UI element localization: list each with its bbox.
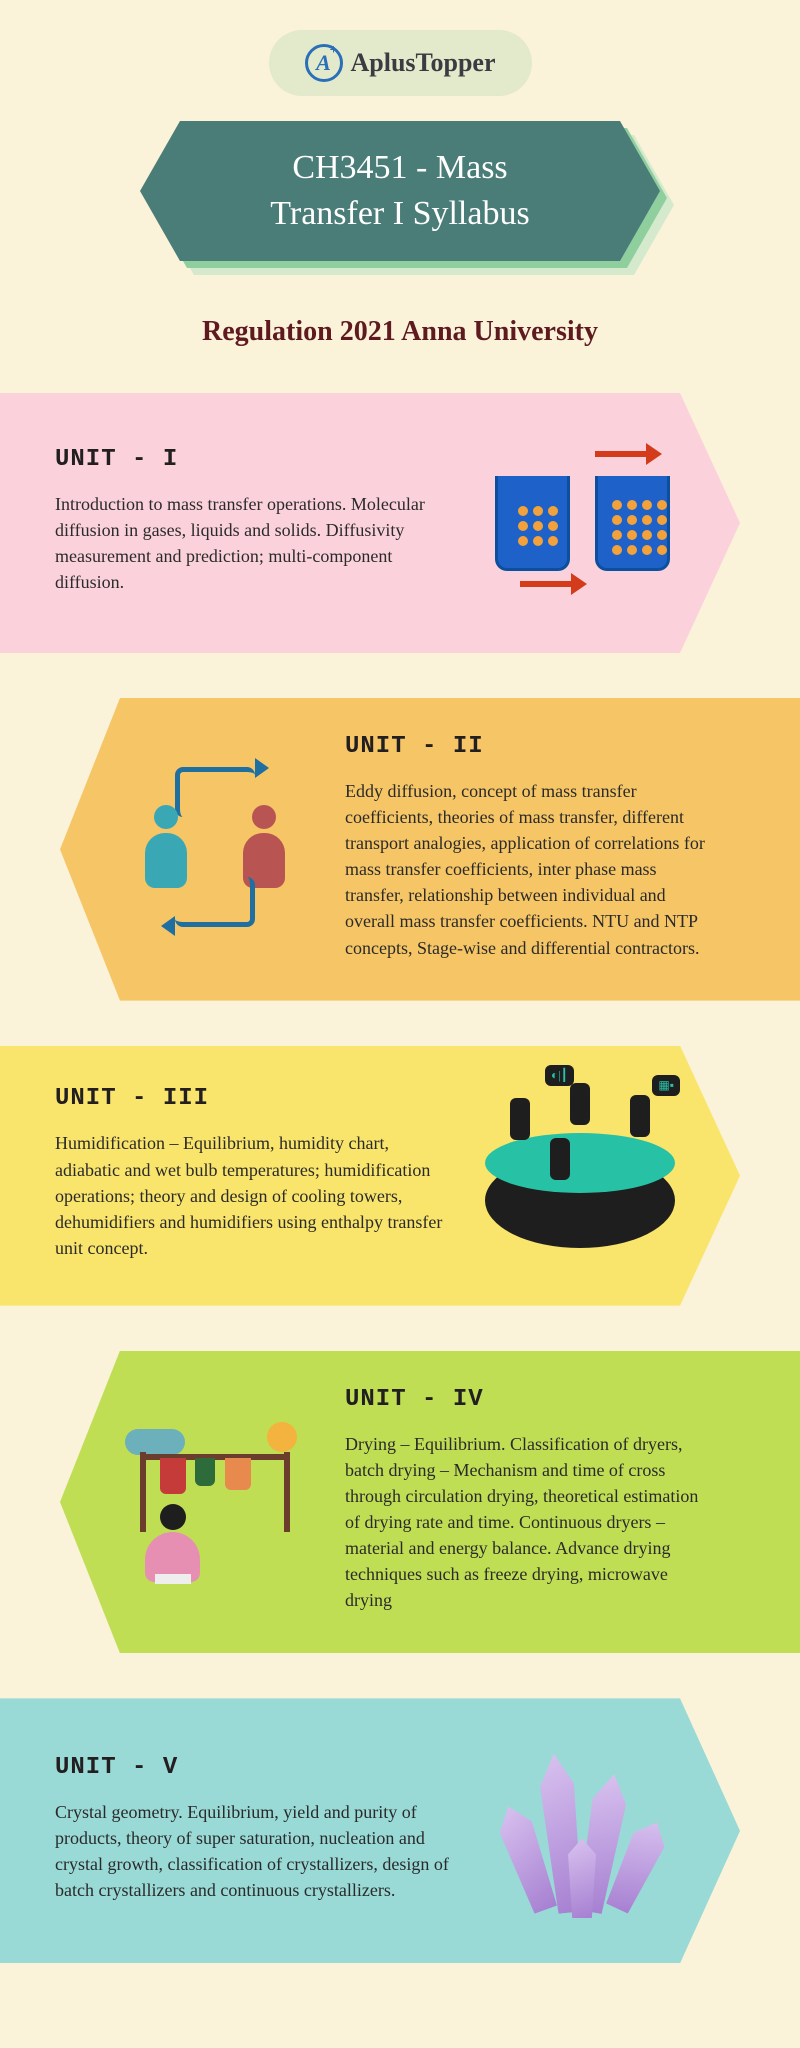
unit-2-text: Eddy diffusion, concept of mass transfer… [345,778,715,961]
banner-line1: CH3451 - Mass [292,149,507,186]
diffusion-beakers-icon [485,441,685,601]
unit-5-text: Crystal geometry. Equilibrium, yield and… [55,1799,455,1903]
unit-3-label: UNIT - III [55,1085,445,1112]
logo-mark-icon: A [305,44,343,82]
unit-3-text: Humidification – Equilibrium, humidity c… [55,1130,445,1260]
logo-text: AplusTopper [351,48,496,78]
crystal-icon [485,1733,685,1923]
unit-1-card: UNIT - I Introduction to mass transfer o… [0,393,740,653]
unit-2-card: UNIT - II Eddy diffusion, concept of mas… [60,698,800,1001]
subtitle: Regulation 2021 Anna University [0,316,800,348]
teamwork-platform-icon: ◐|┃ ▦▪ [475,1083,685,1263]
logo-wrap: A AplusTopper [0,0,800,96]
unit-1-text: Introduction to mass transfer operations… [55,491,455,595]
banner-line2: Transfer I Syllabus [270,195,529,232]
unit-4-text: Drying – Equilibrium. Classification of … [345,1431,715,1614]
unit-3-card: UNIT - III Humidification – Equilibrium,… [0,1046,740,1306]
unit-4-label: UNIT - IV [345,1386,715,1413]
clothes-drying-icon [115,1414,315,1584]
page: A AplusTopper CH3451 - Mass Transfer I S… [0,0,800,2048]
unit-4-card: UNIT - IV Drying – Equilibrium. Classifi… [60,1351,800,1654]
people-exchange-icon [115,757,315,937]
banner-title: CH3451 - Mass Transfer I Syllabus [240,145,559,237]
title-banner: CH3451 - Mass Transfer I Syllabus [0,121,800,291]
unit-2-label: UNIT - II [345,733,715,760]
unit-5-card: UNIT - V Crystal geometry. Equilibrium, … [0,1698,740,1963]
logo-pill: A AplusTopper [269,30,532,96]
unit-5-label: UNIT - V [55,1754,455,1781]
unit-1-label: UNIT - I [55,446,455,473]
